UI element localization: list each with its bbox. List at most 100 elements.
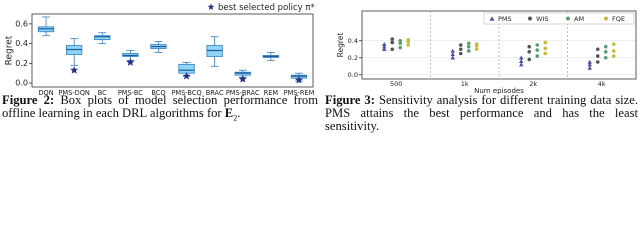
point: [466, 49, 471, 53]
caption-text: Sensitivity analysis for different train…: [325, 93, 639, 133]
point: [390, 37, 395, 41]
box: [178, 63, 195, 74]
x-tick-label: PMS-DQN: [58, 89, 89, 96]
point: [527, 44, 532, 49]
x-tick-label: BCQ: [151, 89, 165, 96]
x-tick-label: PMS-BC: [118, 89, 143, 96]
best-selected-star: [238, 74, 247, 83]
point: [595, 54, 600, 58]
point: [398, 41, 403, 46]
legend-label: PMS: [498, 15, 512, 23]
point: [603, 44, 608, 49]
box: [94, 35, 111, 41]
y-tick-label: 0.4: [348, 37, 358, 45]
legend-marker: [207, 3, 215, 10]
point: [458, 43, 463, 47]
y-tick-label: 0.2: [15, 59, 28, 68]
point: [603, 50, 608, 54]
x-tick-label: PMS-BCQ: [171, 89, 201, 96]
caption: Figure 3: Sensitivity analysis for diffe…: [325, 94, 638, 132]
point: [595, 60, 600, 64]
x-tick-label: BRAC: [206, 89, 224, 96]
point: [611, 54, 616, 58]
point: [406, 43, 411, 47]
legend-marker: [489, 16, 495, 21]
point: [458, 47, 463, 52]
point: [474, 47, 479, 52]
x-axis-label: Num episodes: [474, 87, 524, 95]
legend-label: FQE: [612, 15, 625, 23]
point: [543, 40, 548, 45]
point: [519, 58, 524, 63]
point: [406, 38, 411, 42]
point: [450, 55, 455, 60]
point: [535, 48, 540, 52]
best-selected-star: [70, 66, 79, 74]
caption-end: .: [237, 105, 241, 120]
point: [390, 47, 395, 52]
caption: Figure 2: Box plots of model selection p…: [2, 94, 318, 125]
best-selected-star: [182, 71, 191, 80]
point: [382, 44, 387, 49]
x-tick-label: 4k: [598, 80, 606, 88]
caption-subscript: 2: [233, 113, 238, 123]
point: [382, 41, 387, 46]
point: [535, 43, 540, 47]
y-tick-label: 0.6: [15, 19, 28, 28]
x-tick-label: 2k: [529, 80, 537, 88]
page: 0.0 0.2 0.4 0.6 Regret DQN PMS-DQN BC PMS-BC BCQ P…: [2, 3, 639, 132]
plot-frame: [31, 13, 314, 88]
point: [611, 42, 616, 46]
best-selected-star: [126, 58, 135, 66]
best-selected-star: [294, 75, 303, 84]
point: [603, 55, 608, 60]
point: [398, 45, 403, 50]
point: [587, 59, 592, 64]
caption-symbol: E: [224, 105, 234, 120]
point: [519, 55, 524, 60]
x-tick-label: REM: [264, 89, 279, 96]
y-tick-label: 0.2: [348, 54, 358, 62]
legend-label: AM: [574, 15, 584, 23]
x-tick-label: 500: [390, 80, 402, 88]
caption-label: Figure 2:: [2, 93, 55, 107]
y-tick-label: 0.0: [15, 79, 28, 88]
x-tick-label: BC: [98, 89, 107, 96]
caption-text: Box plots of model selection performance…: [2, 93, 318, 120]
point: [519, 62, 524, 67]
point: [474, 42, 479, 46]
y-axis-label: Regret: [5, 35, 15, 65]
x-tick-label: DQN: [38, 89, 53, 96]
point: [382, 47, 387, 52]
y-tick-label: 0.0: [348, 71, 358, 79]
x-tick-label: PMS-BRAC: [226, 89, 260, 96]
point: [450, 52, 455, 57]
legend-label: best selected policy π*: [218, 3, 315, 13]
caption-label: Figure 3:: [325, 93, 375, 107]
x-tick-label: 1k: [461, 80, 469, 88]
point: [587, 62, 592, 67]
point: [587, 65, 592, 70]
legend-label: WIS: [536, 15, 548, 23]
point: [458, 51, 463, 56]
point: [466, 41, 471, 46]
point: [535, 54, 540, 58]
legend-marker: [528, 16, 532, 21]
point: [611, 49, 616, 53]
point: [450, 48, 455, 53]
legend-frame: [483, 12, 635, 25]
y-axis-label: Regret: [336, 33, 345, 58]
point: [543, 51, 548, 56]
point: [527, 50, 532, 54]
x-tick-label: PMS-REM: [284, 89, 315, 96]
point: [390, 40, 395, 45]
point: [398, 38, 403, 43]
y-tick-label: 0.4: [15, 39, 28, 48]
point: [527, 57, 532, 62]
legend-marker: [604, 16, 608, 21]
point: [543, 46, 548, 51]
point: [466, 44, 471, 49]
point: [595, 47, 600, 52]
legend-marker: [566, 16, 570, 21]
